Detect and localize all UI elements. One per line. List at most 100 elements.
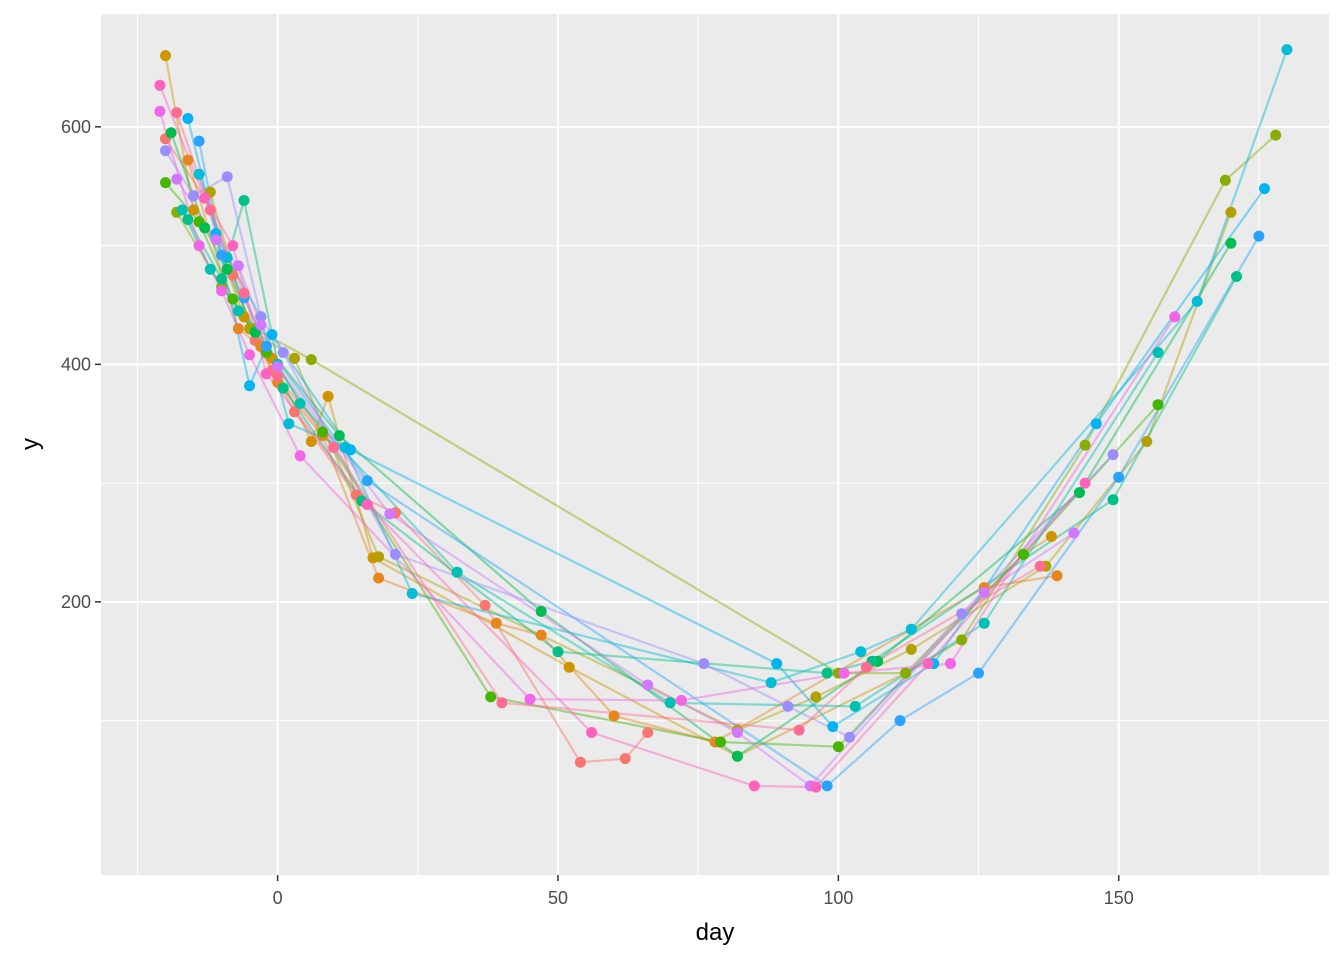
data-point-5-8 [1017,548,1029,560]
data-point-12-7 [782,700,794,712]
data-point-2-6 [322,390,334,402]
data-point-11-6 [894,715,906,727]
data-point-14-3 [244,349,256,361]
data-point-6-1 [199,222,211,234]
data-point-12-3 [255,311,267,323]
data-point-13-9 [978,586,990,598]
data-point-11-5 [821,780,833,792]
series-line-15 [158,84,1086,789]
data-point-11-3 [260,341,272,352]
data-point-10-9 [1259,183,1270,195]
data-point-14-5 [524,693,536,705]
data-point-11-9 [1253,230,1265,242]
data-point-12-2 [221,171,233,183]
data-point-12-5 [389,548,401,560]
x-tick-label-1: 50 [548,888,568,908]
series-line-5 [164,181,1159,748]
data-point-9-10 [1281,44,1293,56]
data-point-12-9 [956,608,968,620]
data-point-9-0 [193,168,205,180]
data-point-12-0 [160,145,171,157]
data-point-8-8 [978,617,990,629]
data-point-15-7 [810,781,822,793]
data-point-5-9 [1152,399,1164,411]
data-point-14-7 [838,667,850,679]
data-point-3-8 [1141,436,1153,447]
data-point-16-2 [238,287,250,299]
data-point-16-6 [793,724,805,736]
data-point-4-8 [1219,174,1231,186]
data-point-13-3 [255,319,267,331]
data-point-9-5 [406,588,418,599]
data-point-1-8 [608,710,620,722]
data-point-7-2 [238,195,250,206]
data-point-13-0 [171,173,183,185]
data-point-0-5 [289,406,300,418]
data-point-7-0 [182,214,194,225]
data-point-12-6 [698,658,710,670]
data-point-14-0 [154,105,166,117]
data-point-10-8 [1090,418,1102,430]
data-point-6-9 [1225,237,1237,249]
series-line-3 [209,191,1232,732]
data-point-2-1 [188,204,199,216]
data-point-9-3 [283,418,295,430]
data-point-8-1 [204,263,216,275]
y-axis-ticks: 200 400 600 [61,117,101,612]
data-point-14-6 [675,694,687,706]
data-point-2-8 [563,661,575,673]
y-tick-label-1: 400 [61,354,91,374]
data-point-15-4 [361,499,373,510]
x-tick-label-2: 100 [823,888,853,908]
data-point-13-1 [210,234,222,246]
data-point-8-9 [1152,347,1164,358]
data-point-15-8 [922,658,934,670]
data-point-4-5 [900,667,912,679]
minor-gridlines [101,14,1329,875]
data-point-9-7 [855,646,867,658]
data-point-9-8 [905,623,917,635]
data-point-1-5 [373,572,385,584]
data-point-3-6 [905,643,917,655]
data-point-10-5 [771,658,783,670]
data-point-1-11 [1051,570,1063,582]
data-point-12-10 [1107,449,1119,461]
data-point-1-6 [490,617,502,629]
data-point-16-4 [328,442,340,453]
data-point-12-8 [844,731,856,743]
data-point-6-6 [731,750,743,762]
data-point-14-8 [945,658,956,670]
data-point-0-11 [642,727,654,738]
series-line-6 [170,132,1232,758]
data-point-15-9 [1079,477,1091,489]
data-point-15-0 [154,79,166,91]
data-point-3-5 [810,691,822,703]
data-point-8-6 [664,697,676,709]
data-point-8-4 [294,398,306,409]
x-tick-label-0: 0 [273,888,283,908]
data-point-8-2 [232,305,244,317]
data-point-13-7 [731,727,743,738]
data-point-4-7 [1079,439,1091,451]
data-point-11-7 [973,667,984,679]
data-point-2-0 [160,50,171,62]
data-point-1-7 [535,629,547,641]
data-point-10-0 [182,113,194,124]
data-point-16-8 [1034,560,1046,572]
data-point-16-0 [171,107,183,119]
data-point-13-2 [232,260,244,272]
data-point-5-7 [832,741,844,753]
data-point-11-1 [216,249,228,261]
data-point-11-0 [193,135,205,147]
data-point-6-5 [535,605,547,617]
data-point-6-0 [165,127,177,139]
data-point-7-1 [216,273,228,285]
data-point-0-8 [479,599,491,611]
data-point-9-6 [765,677,777,689]
data-point-7-3 [277,382,289,394]
data-point-7-8 [1107,494,1119,506]
data-point-15-3 [260,368,272,380]
data-point-5-4 [317,426,328,438]
data-point-3-9 [1225,206,1237,218]
